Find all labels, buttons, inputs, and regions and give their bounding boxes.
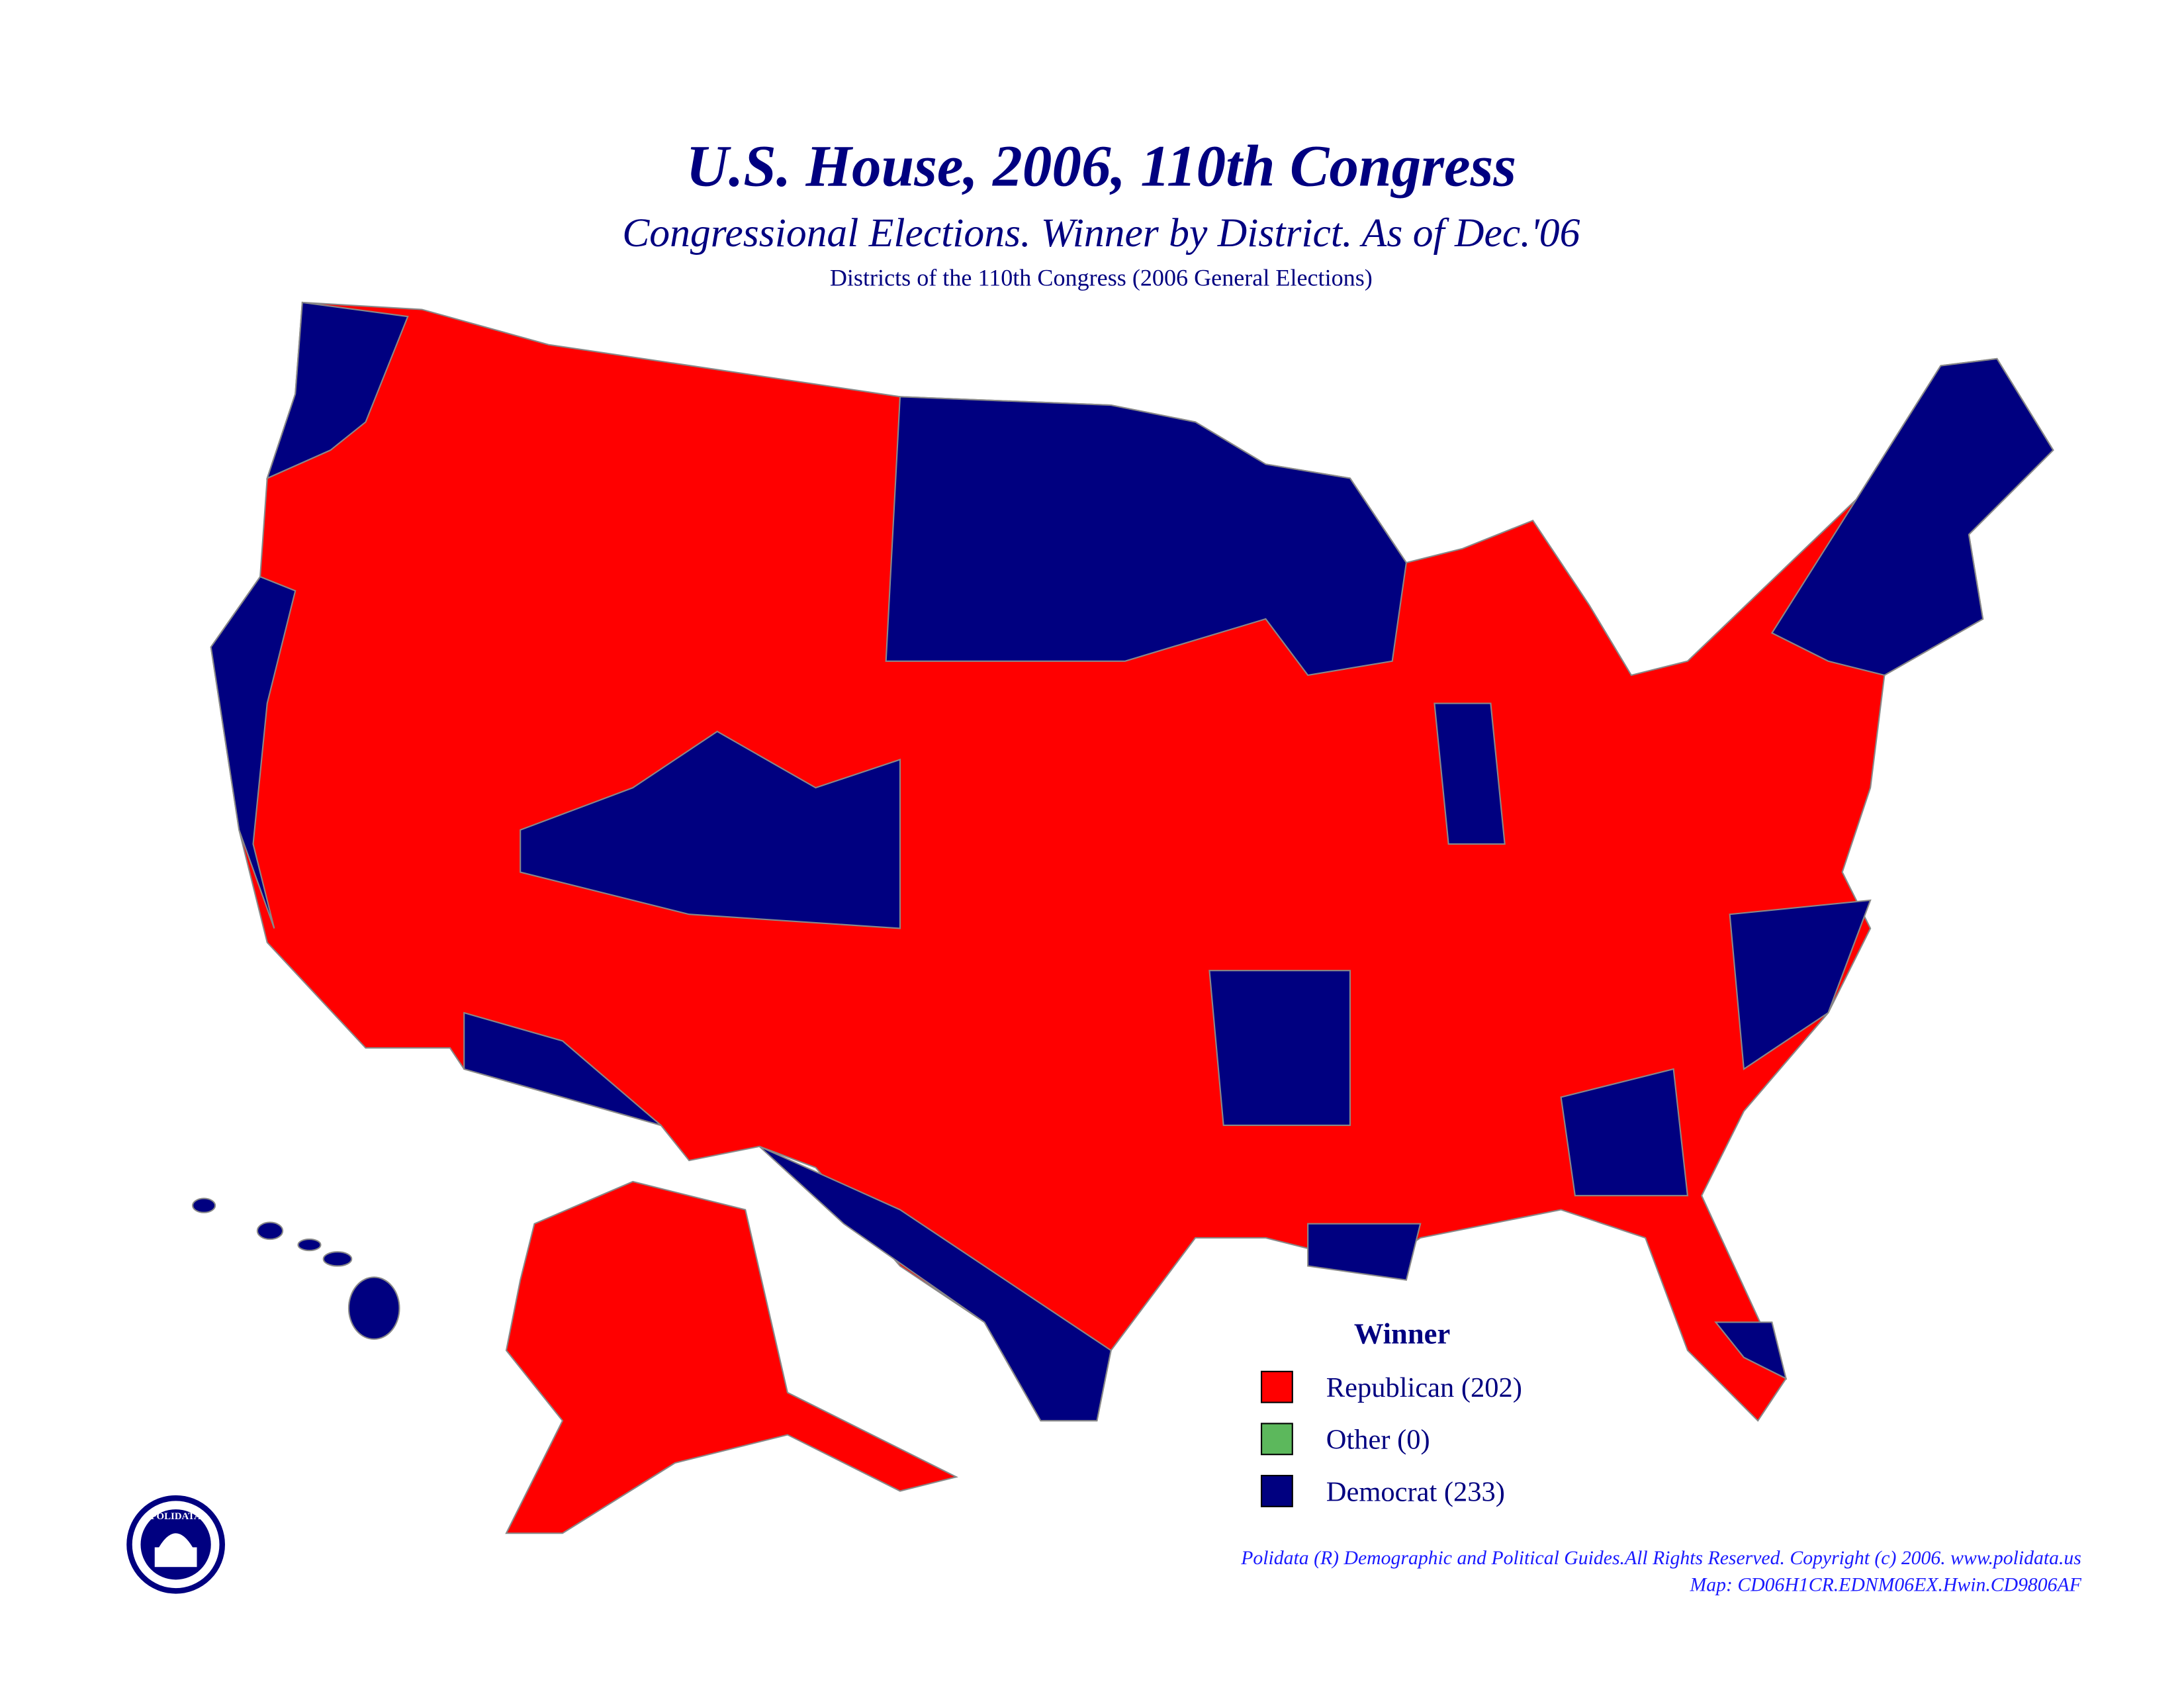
footer-line: Map: CD06H1CR.EDNM06EX.Hwin.CD9806AF — [1690, 1573, 2082, 1595]
hawaii-island — [322, 1251, 353, 1267]
hawaii-island — [192, 1197, 216, 1213]
southwest-districts — [463, 1011, 662, 1127]
legend-label: Other (0) — [1326, 1425, 1430, 1456]
hawaii-island — [256, 1221, 284, 1241]
arkansas-districts — [1208, 970, 1351, 1127]
footer-line: Polidata (R) Demographic and Political G… — [1240, 1547, 2081, 1569]
caption: Districts of the 110th Congress (2006 Ge… — [830, 264, 1373, 291]
florida-districts — [1714, 1321, 1788, 1380]
pacific-northwest-districts — [265, 301, 409, 480]
gulf-districts — [1307, 1223, 1422, 1281]
carolina-districts — [1729, 899, 1872, 1070]
legend: Winner Republican (202) Other (0) Democr… — [1260, 1317, 1522, 1507]
legend-swatch — [1260, 1423, 1293, 1456]
legend-swatch — [1260, 1475, 1293, 1507]
georgia-districts — [1560, 1068, 1689, 1197]
logo: POLIDATA — [126, 1495, 225, 1594]
mountain-districts — [520, 730, 901, 929]
legend-swatch — [1260, 1370, 1293, 1403]
title: U.S. House, 2006, 110th Congress — [686, 134, 1517, 199]
legend-label: Republican (202) — [1326, 1372, 1522, 1403]
hawaii-island — [347, 1276, 400, 1340]
logo-label: POLIDATA — [150, 1511, 201, 1522]
subtitle: Congressional Elections. Winner by Distr… — [622, 211, 1580, 256]
texas-districts — [758, 1145, 1112, 1422]
california-coast-districts — [210, 575, 296, 929]
alaska — [505, 1180, 958, 1534]
legend-label: Democrat (233) — [1326, 1476, 1505, 1507]
northeast-districts — [1770, 357, 2054, 677]
legend-title: Winner — [1354, 1317, 1450, 1350]
northern-plains-districts — [885, 396, 1408, 677]
great-lakes-districts — [1433, 702, 1506, 845]
us-map — [192, 301, 2054, 1534]
hawaii-island — [297, 1239, 322, 1252]
